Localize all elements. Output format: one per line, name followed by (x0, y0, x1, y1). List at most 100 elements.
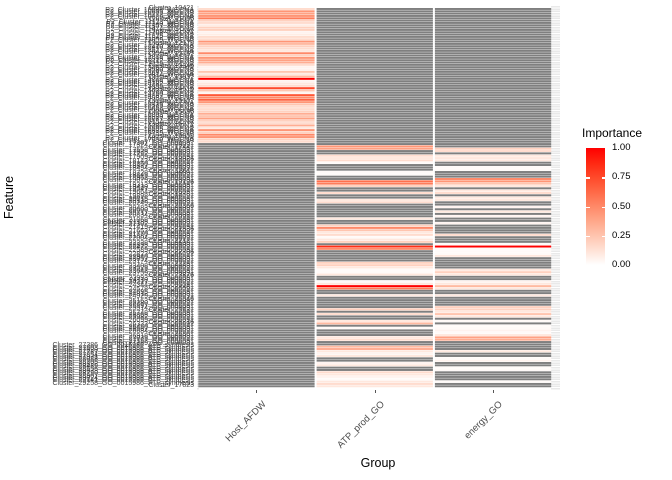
y-tick-label: P2_Cluster_14048_WGCNA (105, 76, 194, 84)
heatmap-cell (198, 310, 315, 313)
heatmap-cell (434, 343, 552, 346)
y-tick-label: Cluster_20834_GO_0006091 (102, 211, 194, 219)
y-tick-label: Cluster_25748_GO_0006091 (102, 309, 194, 317)
heatmap-cell (434, 385, 552, 388)
heatmap-cell (316, 138, 433, 141)
heatmap-cell (434, 250, 552, 253)
heatmap-cell (434, 33, 552, 36)
heatmap-cell (434, 289, 552, 292)
heatmap-cell (316, 240, 433, 243)
heatmap-cell (434, 299, 552, 302)
heatmap-cell (434, 101, 552, 104)
y-tick-label: Cluster_10421 (148, 4, 194, 12)
heatmap-cell (198, 287, 315, 290)
heatmap-cell (198, 215, 315, 218)
y-tick-label: Cluster_22823_GO_0006091 (102, 251, 194, 259)
x-axis-tick (493, 389, 494, 393)
y-tick-label: P2_Cluster_16739_WGCNA (105, 130, 194, 138)
heatmap-cell (316, 252, 433, 255)
heatmap-cell (198, 191, 315, 194)
y-tick-label: Cluster_24929_GO_0006091 (102, 293, 194, 301)
heatmap-cell (434, 233, 552, 236)
heatmap-cell (198, 205, 315, 208)
heatmap-cell (316, 66, 433, 69)
heatmap-cell (316, 205, 433, 208)
heatmap-cell (316, 94, 433, 97)
y-tick-label: Cluster_25397_GO_0006091 (102, 302, 194, 310)
heatmap-cell (198, 70, 315, 73)
y-tick-label: Cluster_23759_GO_0006091 (102, 270, 194, 278)
heatmap-cell (316, 201, 433, 204)
heatmap-cell (316, 378, 433, 381)
heatmap-cell (434, 282, 552, 285)
heatmap-cell (434, 247, 552, 250)
heatmap-cell (198, 355, 315, 357)
heatmap-cell (198, 261, 315, 264)
heatmap-cell (434, 138, 552, 141)
y-tick-label: Cluster_18962_GO_0006091 (102, 174, 194, 182)
heatmap-cell (198, 42, 315, 45)
y-tick-label: Cluster_21068_GO_0006091 (102, 216, 194, 224)
heatmap-cell (434, 240, 552, 243)
heatmap-cell (316, 357, 433, 360)
heatmap-cell (198, 10, 315, 13)
heatmap-cell (316, 140, 433, 143)
y-tick-label: P2_Cluster_13814_WGCNA (105, 72, 194, 80)
heatmap-cell (316, 313, 433, 316)
heatmap-cell (316, 33, 433, 36)
y-tick-label: Cluster_19313_GO_0006091 (102, 181, 194, 189)
y-tick-label: Cluster_28322_GO_0015986_ATP_synthesis (52, 360, 194, 368)
y-tick-label: Cluster_17441 (148, 144, 194, 152)
heatmap-cell (198, 345, 315, 348)
heatmap-cell (198, 378, 315, 381)
y-tick-label: Cluster_23408_GO_0006091 (102, 263, 194, 271)
y-tick-label: P2_Cluster_15920_WGCNA (105, 114, 194, 122)
heatmap-cell (316, 164, 433, 166)
heatmap-cell (198, 171, 315, 173)
heatmap-cell (316, 185, 433, 187)
heatmap-cell (434, 154, 552, 157)
heatmap-cell (316, 17, 433, 20)
heatmap-cell (316, 161, 433, 164)
heatmap-cell (198, 201, 315, 204)
heatmap-cell (434, 287, 552, 290)
heatmap-cell (434, 133, 552, 136)
heatmap-cell (198, 296, 315, 299)
heatmap-cell (316, 315, 433, 318)
y-tick-label: P2_Cluster_15803_WGCNA (105, 111, 194, 119)
heatmap-cell (316, 303, 433, 306)
y-tick-label: P2_Cluster_12527_WGCNA (105, 46, 194, 54)
heatmap-cell (198, 96, 315, 99)
heatmap-cell (434, 42, 552, 45)
y-tick-label: Cluster_29258_GO_0015986_ATP_synthesis (52, 379, 194, 387)
heatmap-cell (434, 54, 552, 57)
heatmap-cell (316, 250, 433, 253)
heatmap-cell (316, 173, 433, 176)
legend-tick-mark (586, 206, 590, 208)
heatmap-cell (316, 75, 433, 78)
heatmap-cell (316, 166, 433, 169)
heatmap-cell (434, 94, 552, 97)
heatmap-cell (316, 245, 433, 248)
x-axis-tick (256, 389, 258, 393)
heatmap-cell (316, 147, 433, 150)
heatmap-cell (198, 210, 315, 213)
heatmap-cell (434, 382, 552, 385)
heatmap-cell (316, 112, 433, 115)
heatmap-cell (316, 136, 433, 139)
heatmap-cell (316, 59, 433, 62)
y-tick-label: Cluster_18728_GO_0006091 (102, 169, 194, 177)
heatmap-cell (316, 338, 433, 341)
y-tick-label: Cluster_22121 (148, 237, 194, 245)
x-axis-title: Group (360, 456, 396, 470)
heatmap-cell (316, 226, 433, 229)
heatmap-cell (316, 366, 433, 369)
heatmap-cell (434, 205, 552, 208)
heatmap-cell (316, 49, 433, 52)
y-tick-label: Cluster_19664_GO_0006091 (102, 188, 194, 196)
y-tick-label: Cluster_27503_GO_0015986_ATP_synthesis (52, 344, 194, 352)
heatmap-cell (434, 273, 552, 276)
heatmap-cell (316, 84, 433, 87)
heatmap-cell (434, 80, 552, 83)
heatmap-cell (316, 194, 433, 197)
